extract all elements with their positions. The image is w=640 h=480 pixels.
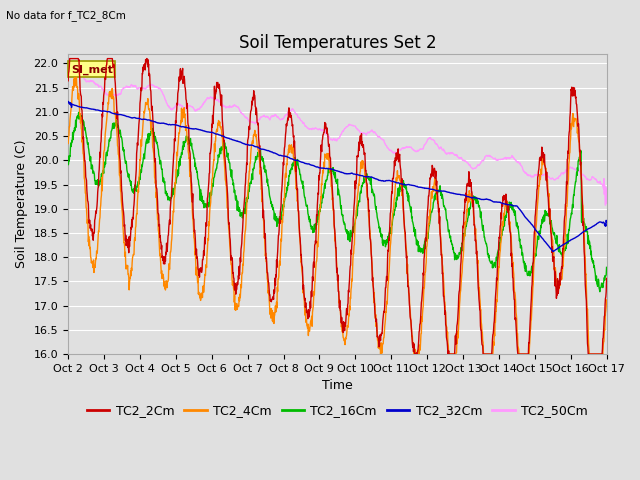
Text: No data for f_TC2_8Cm: No data for f_TC2_8Cm bbox=[6, 10, 126, 21]
Title: Soil Temperatures Set 2: Soil Temperatures Set 2 bbox=[239, 34, 436, 52]
Text: SI_met: SI_met bbox=[71, 64, 113, 74]
Y-axis label: Soil Temperature (C): Soil Temperature (C) bbox=[15, 140, 28, 268]
Legend: TC2_2Cm, TC2_4Cm, TC2_16Cm, TC2_32Cm, TC2_50Cm: TC2_2Cm, TC2_4Cm, TC2_16Cm, TC2_32Cm, TC… bbox=[82, 399, 593, 422]
X-axis label: Time: Time bbox=[322, 379, 353, 392]
